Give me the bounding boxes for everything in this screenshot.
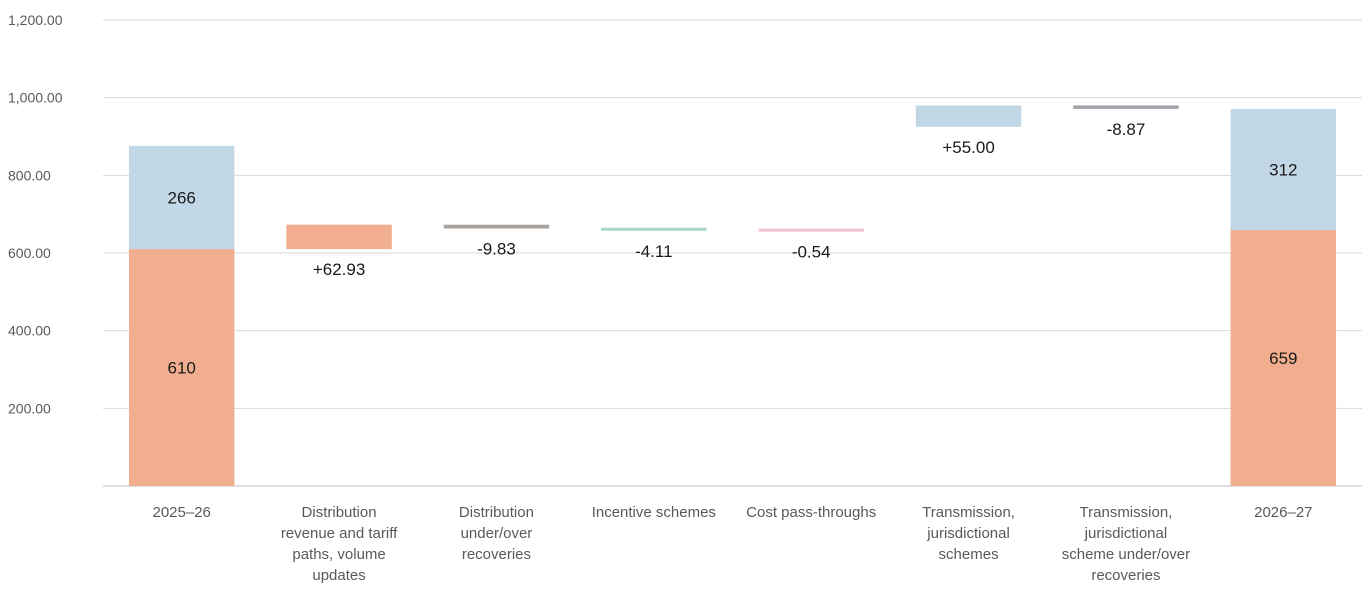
x-category-label: revenue and tariff	[281, 525, 398, 542]
data-label: -4.11	[635, 242, 673, 261]
x-category-label: jurisdictional	[1084, 525, 1168, 542]
data-label: -8.87	[1107, 120, 1146, 139]
x-category-label: recoveries	[1091, 567, 1160, 584]
bar-segment	[1230, 108, 1337, 231]
bars	[128, 105, 1337, 486]
data-label: -0.54	[792, 243, 831, 262]
x-category-label: 2025–26	[152, 504, 210, 521]
x-category-label: jurisdictional	[926, 525, 1010, 542]
y-tick-label: 600.00	[8, 245, 51, 261]
x-category-label: recoveries	[462, 546, 531, 563]
bar-segment	[128, 145, 235, 250]
bar-delta	[443, 224, 550, 229]
x-category-label: paths, volume	[292, 546, 385, 563]
bar-delta	[758, 228, 864, 232]
y-tick-label: 800.00	[8, 167, 51, 183]
data-label: 659	[1269, 349, 1297, 368]
y-tick-label: 200.00	[8, 400, 51, 416]
bar-delta	[286, 224, 392, 250]
y-tick-label: 1,000.00	[8, 90, 63, 106]
x-category-label: Transmission,	[922, 504, 1015, 521]
bar-segment	[1230, 230, 1337, 486]
bar-delta	[601, 227, 707, 231]
x-category-label: schemes	[939, 546, 999, 563]
x-category-label: under/over	[461, 525, 533, 542]
x-category-label: Distribution	[459, 504, 534, 521]
x-category-label: Incentive schemes	[592, 504, 716, 521]
data-label: +55.00	[942, 138, 994, 157]
data-label: 312	[1269, 161, 1297, 180]
x-axis-category-labels: 2025–26 Distribution revenue and tariff pat…	[152, 504, 1312, 584]
data-label: -9.83	[477, 239, 516, 258]
x-category-label: Cost pass-throughs	[746, 504, 876, 521]
bar-delta	[915, 105, 1022, 127]
data-labels: 610 266 +62.93 -9.83 -4.11 -0.54 +55.00 -8.87 65…	[168, 120, 1298, 378]
x-category-label: Transmission,	[1080, 504, 1173, 521]
x-category-label: Distribution	[302, 504, 377, 521]
data-label: +62.93	[313, 260, 365, 279]
y-axis-tick-labels: 1,200.00 1,000.00 800.00 600.00 400.00 200.00	[8, 12, 63, 416]
x-category-label: scheme under/over	[1062, 546, 1190, 563]
x-category-label: updates	[312, 567, 365, 584]
bar-delta	[1073, 105, 1179, 109]
data-label: 610	[168, 359, 196, 378]
x-category-label: 2026–27	[1254, 504, 1312, 521]
y-tick-label: 400.00	[8, 323, 51, 339]
data-label: 266	[168, 188, 196, 207]
y-tick-label: 1,200.00	[8, 12, 63, 28]
bar-segment	[128, 249, 235, 486]
gridlines	[103, 19, 1362, 487]
